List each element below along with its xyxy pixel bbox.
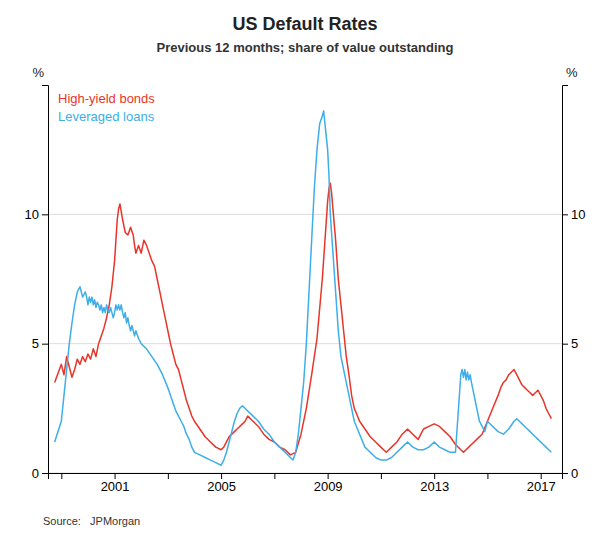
series-line — [55, 183, 552, 455]
subtitle: Previous 12 months; share of value outst… — [157, 40, 454, 55]
tick-label: 10 — [571, 207, 585, 222]
y-axis-label: % — [32, 65, 44, 80]
tick-mark — [562, 344, 568, 345]
series-group — [55, 111, 552, 465]
title: US Default Rates — [232, 14, 377, 34]
tick-mark — [221, 473, 222, 479]
tick-mark — [42, 214, 48, 215]
tick: 2017 — [527, 473, 556, 494]
tick-mark — [562, 214, 568, 215]
tick: 5 — [32, 336, 48, 351]
tick — [487, 473, 488, 479]
tick-mark — [61, 473, 62, 479]
tick: 0 — [32, 466, 48, 481]
tick — [61, 473, 62, 479]
series-line — [55, 111, 552, 465]
axis-line — [563, 86, 569, 474]
x-axis: 2001 2005 2009 2013 2017 — [49, 473, 563, 494]
tick: 10 — [562, 207, 585, 222]
tick: 2001 — [101, 473, 130, 494]
grid — [48, 214, 562, 473]
tick-label: 5 — [32, 336, 39, 351]
tick-label: 0 — [32, 466, 39, 481]
tick: 2009 — [314, 473, 343, 494]
tick-mark — [274, 473, 275, 479]
tick-mark — [328, 473, 329, 479]
tick: 5 — [562, 336, 578, 351]
tick-label: 2017 — [527, 479, 556, 494]
tick-mark — [541, 473, 542, 479]
tick-mark — [562, 473, 568, 474]
tick-label: 5 — [571, 336, 578, 351]
tick-mark — [434, 473, 435, 479]
source: Source: JPMorgan — [43, 515, 140, 527]
tick-mark — [487, 473, 488, 479]
legend: High-yield bonds Leveraged loans — [58, 91, 155, 124]
tick-mark — [168, 473, 169, 479]
tick-label: 2001 — [101, 479, 130, 494]
tick-label: 0 — [571, 466, 578, 481]
chart-svg: US Default Rates Previous 12 months; shar… — [0, 0, 610, 535]
legend-entry: High-yield bonds — [58, 91, 155, 106]
y2-axis-label: % — [566, 65, 578, 80]
tick: 10 — [25, 207, 48, 222]
tick-label: 2013 — [420, 479, 449, 494]
tick — [381, 473, 382, 479]
tick-mark — [42, 473, 48, 474]
legend-entry: Leveraged loans — [58, 109, 155, 124]
grid-line — [48, 343, 562, 344]
tick-mark — [381, 473, 382, 479]
tick-label: 2005 — [207, 479, 236, 494]
tick-label: 10 — [25, 207, 39, 222]
tick-mark — [115, 473, 116, 479]
tick — [168, 473, 169, 479]
tick — [274, 473, 275, 479]
y2-axis: 0 5 10 — [562, 86, 585, 481]
axis-line — [49, 474, 563, 480]
tick: 2005 — [207, 473, 236, 494]
tick: 0 — [562, 466, 578, 481]
grid-line — [48, 214, 562, 215]
plot-area: 2001 2005 2009 2013 2017 0 5 10 0 5 10%% High-yield… — [25, 65, 586, 494]
y-axis: 0 5 10 — [25, 86, 49, 481]
axis-line — [42, 86, 49, 474]
tick-label: 2009 — [314, 479, 343, 494]
tick: 2013 — [420, 473, 449, 494]
tick-mark — [42, 344, 48, 345]
